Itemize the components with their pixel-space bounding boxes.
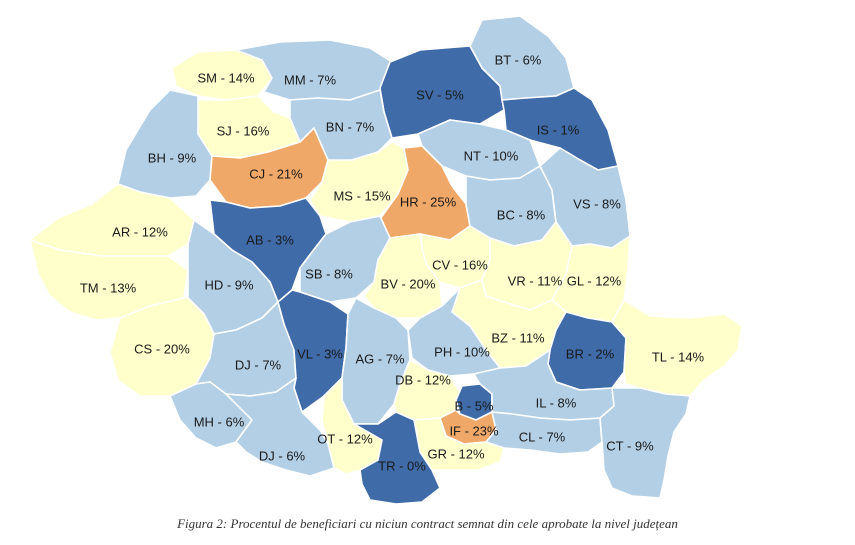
figure-caption: Figura 2: Procentul de beneficiari cu ni… xyxy=(177,516,678,531)
county-label-vl: VL - 3% xyxy=(297,346,343,361)
county-label-vs: VS - 8% xyxy=(573,196,621,211)
county-label-mh: MH - 6% xyxy=(194,414,245,429)
county-label-tr: TR - 0% xyxy=(378,458,426,473)
county-label-tl: TL - 14% xyxy=(652,349,705,364)
county-ct xyxy=(599,387,691,499)
county-label-tm: TM - 13% xyxy=(80,280,137,295)
county-label-mm: MM - 7% xyxy=(284,72,336,87)
county-label-ar: AR - 12% xyxy=(112,224,168,239)
county-label-bn: BN - 7% xyxy=(326,119,375,134)
county-label-bc: BC - 8% xyxy=(497,207,546,222)
county-label-cv: CV - 16% xyxy=(432,257,488,272)
county-label-ms: MS - 15% xyxy=(333,188,391,203)
county-regions xyxy=(29,15,743,505)
county-label-il: IL - 8% xyxy=(536,395,577,410)
county-label-gl: GL - 12% xyxy=(567,273,622,288)
county-label-nt: NT - 10% xyxy=(464,148,519,163)
county-label-bh: BH - 9% xyxy=(148,150,197,165)
county-label-vr: VR - 11% xyxy=(508,273,563,288)
county-bh xyxy=(117,89,213,199)
county-label-hd: HD - 9% xyxy=(204,277,254,292)
county-label-ot: OT - 12% xyxy=(317,431,373,446)
county-label-bz: BZ - 11% xyxy=(491,330,545,345)
county-label-b: B - 5% xyxy=(454,398,493,413)
county-label-hr: HR - 25% xyxy=(400,194,457,209)
county-label-ag: AG - 7% xyxy=(355,351,405,366)
county-label-sm: SM - 14% xyxy=(197,70,255,85)
county-label-bv: BV - 20% xyxy=(381,276,436,291)
county-ag xyxy=(341,297,411,425)
county-label-cl: CL - 7% xyxy=(519,429,566,444)
county-sm xyxy=(171,49,273,101)
county-label-gr: GR - 12% xyxy=(427,446,485,461)
county-tr xyxy=(353,411,441,505)
county-label-cj: CJ - 21% xyxy=(249,166,303,181)
county-label-if: IF - 23% xyxy=(449,423,499,438)
county-label-ct: CT - 9% xyxy=(606,438,654,453)
county-label-sj: SJ - 16% xyxy=(217,123,270,138)
county-label-db: DB - 12% xyxy=(395,372,451,387)
county-label-br: BR - 2% xyxy=(566,346,615,361)
county-label-sv: SV - 5% xyxy=(416,87,464,102)
county-label-ph: PH - 10% xyxy=(434,344,490,359)
county-label-cs: CS - 20% xyxy=(134,341,190,356)
county-label-sb: SB - 8% xyxy=(305,266,353,281)
county-dj-s xyxy=(225,377,335,477)
county-label-ab: AB - 3% xyxy=(246,232,294,247)
county-label-dj-s: DJ - 6% xyxy=(259,448,306,463)
county-labels: SM - 14% MM - 7% SV - 5% BT - 6% IS - 1% SJ -… xyxy=(80,52,705,473)
county-label-is: IS - 1% xyxy=(537,122,580,137)
county-label-bt: BT - 6% xyxy=(495,52,542,67)
county-label-dj-n: DJ - 7% xyxy=(235,357,282,372)
county-tl xyxy=(611,299,743,397)
